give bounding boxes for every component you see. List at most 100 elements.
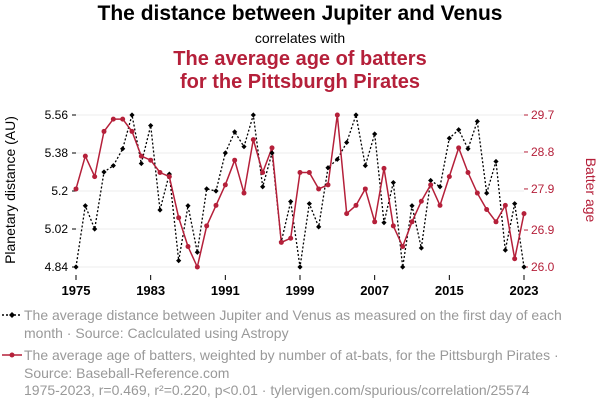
data-point-distance [484,190,490,196]
data-point-batter-age [138,153,144,159]
x-tick-label: 1975 [62,283,91,298]
data-point-distance [82,203,88,209]
y-right-tick-label: 29.7 [531,108,555,122]
data-point-distance [390,179,396,186]
footer-stats: 1975-2023, r=0.469, r²=0.220, p<0.01 · t… [24,382,530,398]
data-point-batter-age [269,145,275,151]
data-point-distance [176,258,182,264]
data-point-batter-age [344,211,350,217]
data-point-distance [437,184,443,190]
grid-lines [76,114,524,268]
data-point-batter-age [120,116,126,122]
legend-marker-distance [2,312,22,318]
series-markers [73,112,527,270]
data-point-distance [222,150,228,156]
y-left-tick-label: 5.38 [45,146,69,160]
y-axis-right: 26.0 26.9 27.9 28.8 29.7 [524,108,555,274]
y-left-tick-label: 4.84 [45,260,69,274]
data-point-batter-age [82,153,88,159]
data-point-batter-age [260,170,266,176]
data-point-distance [381,220,387,226]
data-point-batter-age [353,202,359,208]
y-right-tick-label: 26.9 [531,223,555,237]
data-point-batter-age [325,182,331,188]
legend-marker-batter-age [2,352,22,358]
data-point-distance [502,247,508,253]
chart-subtitle-line2: for the Pittsburgh Pirates [179,71,421,93]
data-point-distance [400,264,406,270]
data-point-distance [334,156,340,162]
data-point-distance [344,139,350,146]
x-tick-label: 1983 [136,283,165,298]
data-point-distance [73,264,79,270]
data-point-distance [129,112,135,118]
data-point-distance [456,127,462,133]
data-point-batter-age [241,190,247,196]
data-point-distance [232,129,238,135]
data-point-batter-age [129,128,135,134]
data-point-batter-age [418,198,424,204]
data-point-batter-age [232,157,238,163]
data-point-distance [241,144,247,150]
data-point-batter-age [92,174,98,180]
data-point-batter-age [512,256,518,262]
data-point-batter-age [166,174,172,180]
chart-subtitle-line1: The average age of batters [173,48,427,70]
data-point-batter-age [222,182,228,188]
y-axis-left: 4.84 5.02 5.2 5.38 5.56 [45,108,76,274]
y-left-tick-label: 5.2 [51,184,68,198]
data-point-distance [185,203,191,209]
y-right-tick-label: 27.9 [531,182,555,196]
data-point-distance [110,163,116,169]
x-axis: 1975 1983 1991 1999 2007 2015 2023 [62,275,539,298]
data-point-batter-age [288,235,294,241]
data-point-distance [204,186,210,192]
y-right-tick-label: 28.8 [531,145,555,159]
data-point-batter-age [362,186,368,192]
data-point-batter-age [400,243,406,249]
data-point-batter-age [502,202,508,208]
y-right-tick-label: 26.0 [531,260,555,274]
data-point-distance [418,245,424,251]
data-point-distance [325,165,331,171]
data-point-batter-age [176,215,182,221]
data-point-distance [269,150,275,156]
y-left-tick-label: 5.02 [45,222,69,236]
data-point-distance [474,118,480,124]
data-point-distance [521,264,527,270]
data-point-batter-age [437,202,443,208]
x-tick-label: 2023 [510,283,539,298]
x-tick-label: 2015 [435,283,464,298]
data-point-distance [297,264,303,270]
data-point-batter-age [334,112,340,118]
data-point-batter-age [409,219,415,225]
data-point-distance [101,169,107,175]
x-tick-label: 1999 [286,283,315,298]
data-point-distance [92,226,98,232]
data-point-distance [250,112,256,118]
data-point-distance [446,135,452,141]
data-point-batter-age [297,170,303,176]
data-point-batter-age [157,170,163,176]
data-point-batter-age [101,128,107,134]
data-point-distance [465,146,471,152]
data-point-batter-age [428,182,434,188]
x-tick-label: 2007 [360,283,389,298]
data-point-batter-age [213,202,219,208]
data-point-distance [493,158,499,165]
y-axis-left-label: Planetary distance (AU) [2,116,18,264]
data-point-distance [157,207,163,213]
data-point-batter-age [110,116,116,122]
data-point-batter-age [250,137,256,143]
data-point-batter-age [381,165,387,171]
data-point-distance [306,201,312,207]
data-point-distance [260,184,266,190]
chart-connector: correlates with [254,30,346,46]
chart-subtitle: The average age of batters for the Pitts… [0,48,600,94]
data-point-distance [512,201,518,207]
data-point-batter-age [204,223,210,229]
data-point-distance [288,198,294,205]
data-point-batter-age [456,145,462,151]
data-point-batter-age [194,264,200,270]
